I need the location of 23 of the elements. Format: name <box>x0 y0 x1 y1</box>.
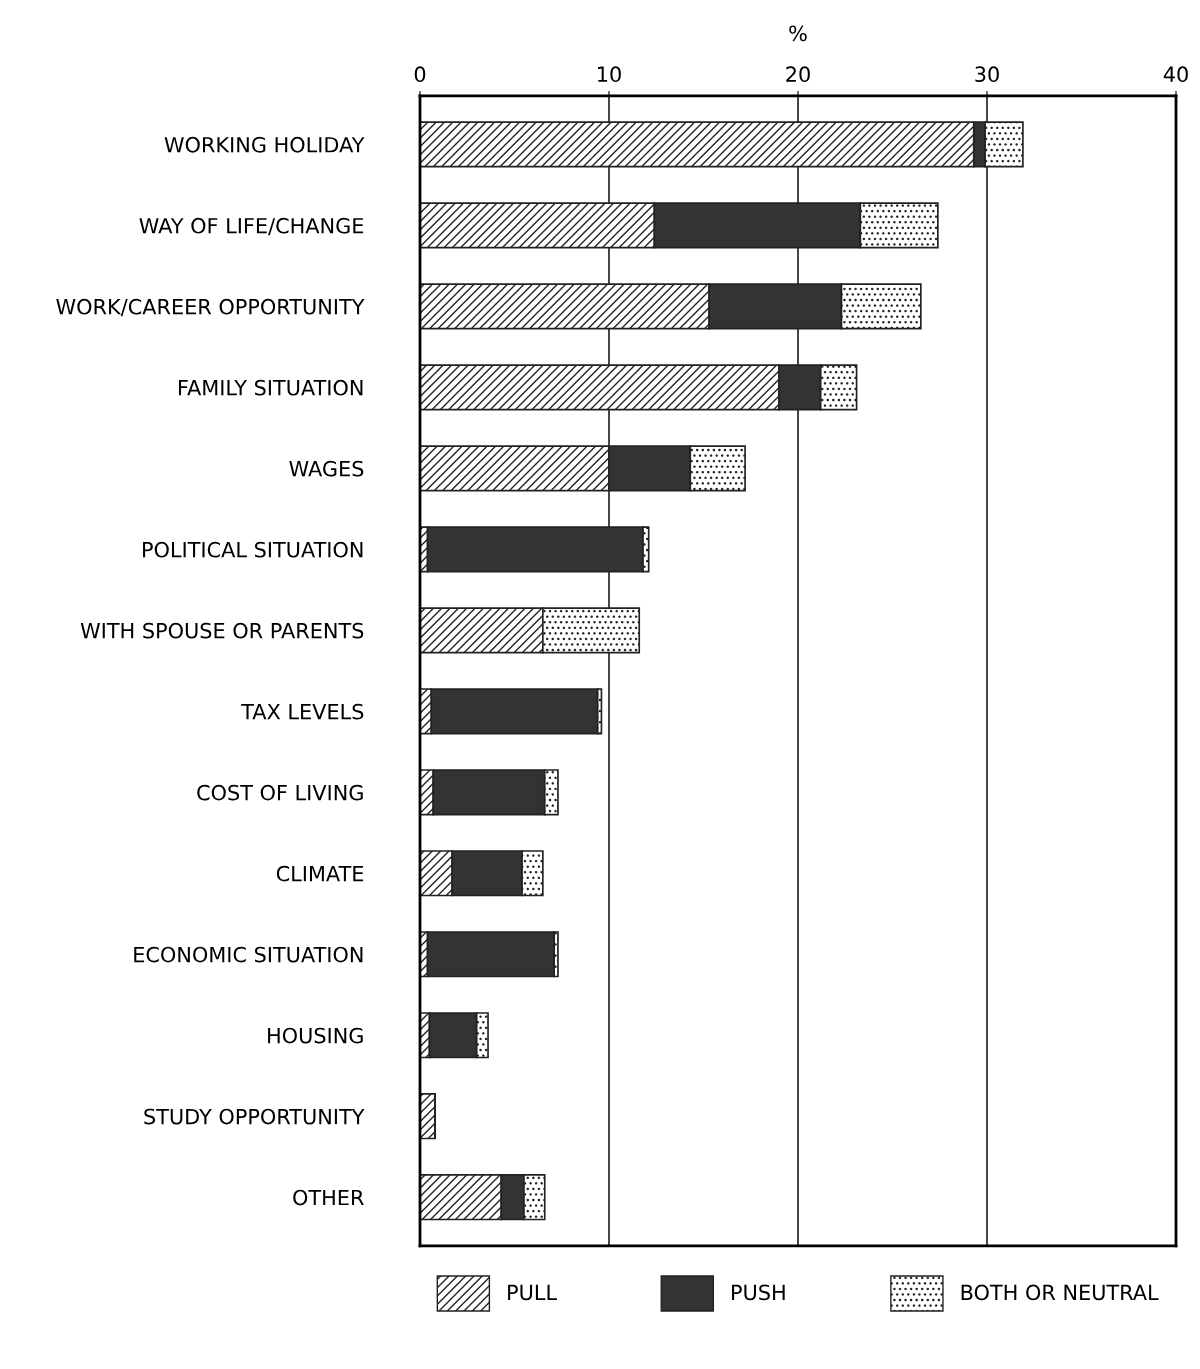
y-tick-label: COST OF LIVING <box>197 784 363 801</box>
y-tick-label: WORKING HOLIDAY <box>164 136 365 153</box>
y-tick-label: WAGES <box>289 460 364 477</box>
y-tick-label: POLITICAL SITUATION <box>143 541 363 558</box>
y-tick-label: HOUSING <box>268 1027 363 1044</box>
y-tick-label: OTHER <box>293 1189 364 1206</box>
legend-label: BOTH OR NEUTRAL <box>961 1284 1159 1301</box>
y-tick-label: WORK/CAREER OPPORTUNITY <box>56 298 365 317</box>
y-tick-label: CLIMATE <box>276 865 364 882</box>
x-tick-label: 40 <box>1163 66 1188 83</box>
y-tick-label: WAY OF LIFE/CHANGE <box>139 217 364 236</box>
y-tick-label: FAMILY SITUATION <box>179 379 363 396</box>
x-axis-title: % <box>789 25 807 42</box>
y-tick-label: TAX LEVELS <box>241 703 364 720</box>
legend-label: PULL <box>508 1284 557 1301</box>
x-tick-label: 10 <box>598 66 621 83</box>
y-tick-label: ECONOMIC SITUATION <box>134 946 363 963</box>
x-tick-label: 20 <box>786 66 810 83</box>
x-tick-label: 0 <box>414 66 426 83</box>
y-tick-label: STUDY OPPORTUNITY <box>144 1108 365 1125</box>
legend-label: PUSH <box>732 1284 785 1301</box>
y-tick-label: WITH SPOUSE OR PARENTS <box>80 622 364 639</box>
x-tick-label: 30 <box>975 66 999 83</box>
